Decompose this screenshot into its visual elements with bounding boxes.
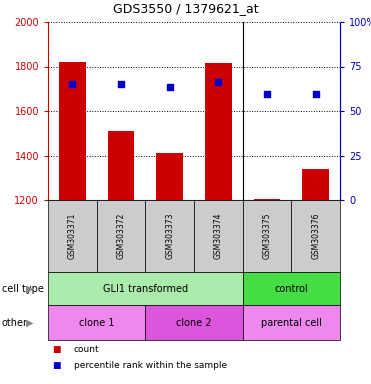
- Text: cell type: cell type: [2, 283, 44, 293]
- Text: control: control: [275, 283, 308, 293]
- Point: [167, 83, 173, 89]
- Text: count: count: [74, 345, 99, 354]
- Text: ■: ■: [52, 361, 60, 370]
- Text: parental cell: parental cell: [261, 318, 322, 328]
- Bar: [302, 169, 329, 200]
- Text: GDS3550 / 1379621_at: GDS3550 / 1379621_at: [113, 2, 258, 15]
- Point: [215, 79, 221, 85]
- Point: [69, 81, 75, 88]
- Bar: [254, 199, 280, 200]
- Bar: [59, 62, 86, 200]
- Text: ▶: ▶: [26, 318, 33, 328]
- Point: [264, 91, 270, 98]
- Bar: [108, 131, 134, 200]
- Text: GSM303373: GSM303373: [165, 213, 174, 259]
- Text: clone 1: clone 1: [79, 318, 114, 328]
- Point: [313, 91, 319, 97]
- Point: [118, 81, 124, 88]
- Text: other: other: [2, 318, 28, 328]
- Text: GSM303372: GSM303372: [116, 213, 125, 259]
- Bar: [156, 153, 183, 200]
- Text: GSM303375: GSM303375: [263, 213, 272, 259]
- Text: ▶: ▶: [26, 283, 33, 293]
- Text: percentile rank within the sample: percentile rank within the sample: [74, 361, 227, 370]
- Text: GSM303371: GSM303371: [68, 213, 77, 259]
- Text: GLI1 transformed: GLI1 transformed: [103, 283, 188, 293]
- Text: clone 2: clone 2: [176, 318, 212, 328]
- Text: ■: ■: [52, 345, 60, 354]
- Text: GSM303374: GSM303374: [214, 213, 223, 259]
- Bar: [205, 63, 232, 200]
- Text: GSM303376: GSM303376: [311, 213, 320, 259]
